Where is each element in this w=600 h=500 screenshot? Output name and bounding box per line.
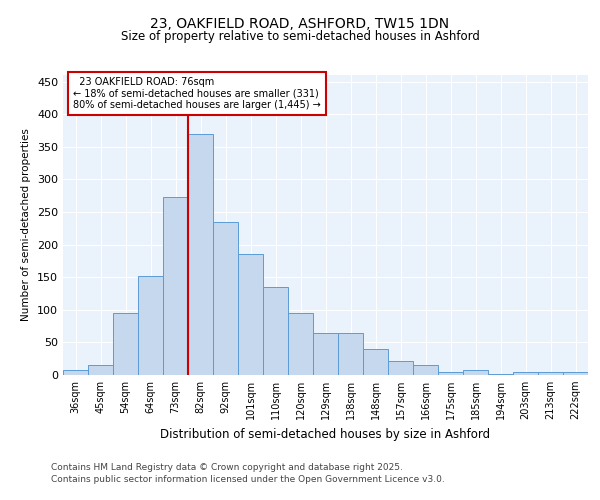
Bar [438, 372, 463, 375]
Bar [213, 222, 238, 375]
Text: 23 OAKFIELD ROAD: 76sqm
← 18% of semi-detached houses are smaller (331)
80% of s: 23 OAKFIELD ROAD: 76sqm ← 18% of semi-de… [73, 77, 321, 110]
Bar [413, 365, 438, 375]
Bar [238, 254, 263, 375]
Y-axis label: Number of semi-detached properties: Number of semi-detached properties [22, 128, 31, 322]
Bar [338, 332, 363, 375]
Bar [113, 313, 138, 375]
Text: Size of property relative to semi-detached houses in Ashford: Size of property relative to semi-detach… [121, 30, 479, 43]
Bar [163, 197, 188, 375]
Bar [563, 372, 588, 375]
Bar [88, 364, 113, 375]
Bar [288, 313, 313, 375]
Bar [513, 372, 538, 375]
Bar [538, 372, 563, 375]
Text: Contains public sector information licensed under the Open Government Licence v3: Contains public sector information licen… [51, 475, 445, 484]
Text: Contains HM Land Registry data © Crown copyright and database right 2025.: Contains HM Land Registry data © Crown c… [51, 462, 403, 471]
Bar [263, 287, 288, 375]
Bar [363, 349, 388, 375]
Bar [63, 370, 88, 375]
Bar [188, 134, 213, 375]
X-axis label: Distribution of semi-detached houses by size in Ashford: Distribution of semi-detached houses by … [160, 428, 491, 440]
Text: 23, OAKFIELD ROAD, ASHFORD, TW15 1DN: 23, OAKFIELD ROAD, ASHFORD, TW15 1DN [151, 18, 449, 32]
Bar [388, 360, 413, 375]
Bar [138, 276, 163, 375]
Bar [463, 370, 488, 375]
Bar [488, 374, 513, 375]
Bar [313, 332, 338, 375]
